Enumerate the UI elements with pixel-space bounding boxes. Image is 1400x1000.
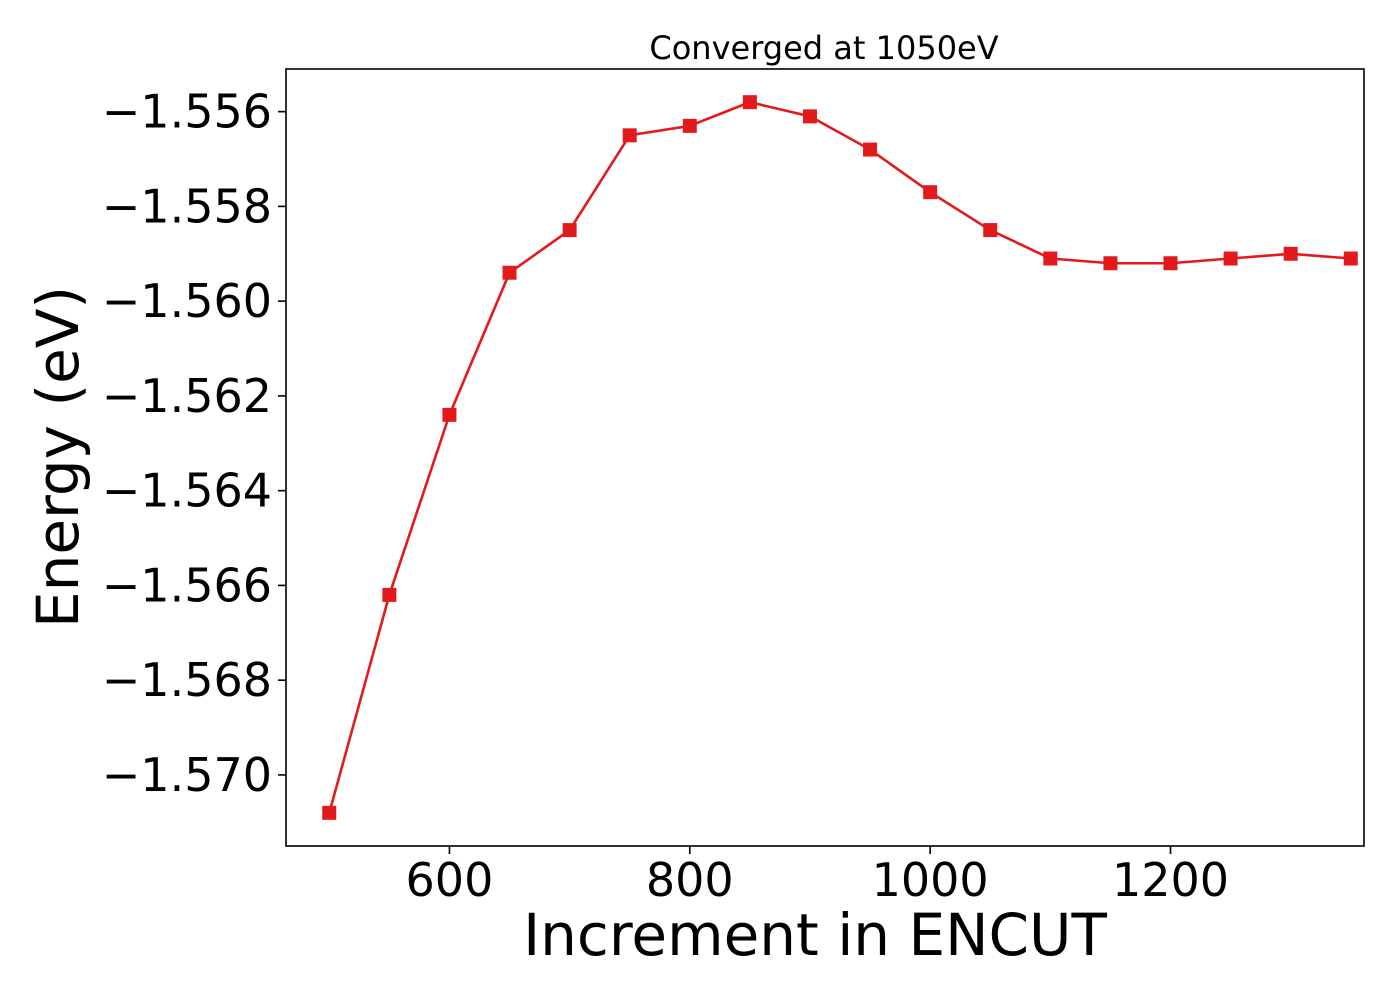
data-point-marker (742, 95, 757, 110)
x-tick-label: 1000 (872, 853, 989, 907)
x-tick-label: 600 (406, 853, 494, 907)
x-tick-label: 800 (646, 853, 734, 907)
data-point-marker (562, 223, 577, 238)
data-point-marker (442, 407, 457, 422)
data-point-marker (1343, 251, 1358, 266)
data-point-marker (802, 109, 817, 124)
y-axis-ticks: −1.570 −1.568 −1.566 −1.564 −1.562 −1.560 −1.5… (102, 85, 286, 802)
series-line (328, 100, 1351, 814)
data-point-marker (1043, 251, 1058, 266)
data-point-marker (502, 265, 517, 280)
y-tick-label: −1.560 (102, 274, 272, 328)
data-point-marker (322, 805, 337, 820)
y-tick-label: −1.566 (102, 558, 272, 612)
data-point-marker (1163, 256, 1178, 271)
chart-title: Converged at 1050eV (649, 29, 998, 67)
data-point-marker (382, 587, 397, 602)
y-tick-label: −1.558 (102, 179, 272, 233)
plot-area-frame (285, 68, 1365, 847)
energy-series (322, 95, 1358, 820)
data-point-marker (1283, 246, 1298, 261)
data-point-marker (1103, 256, 1118, 271)
x-tick-label: 1200 (1112, 853, 1229, 907)
x-axis-label: Increment in ENCUT (523, 901, 1107, 969)
data-point-marker (983, 223, 998, 238)
y-axis-label: Energy (eV) (24, 286, 92, 628)
data-point-marker (682, 118, 697, 133)
y-tick-label: −1.562 (102, 369, 272, 423)
y-tick-label: −1.564 (102, 464, 272, 518)
y-tick-label: −1.556 (102, 85, 272, 139)
data-point-marker (863, 142, 878, 157)
y-tick-label: −1.568 (102, 653, 272, 707)
data-point-marker (622, 128, 637, 143)
x-axis-ticks: 600 800 1000 1200 (406, 846, 1229, 907)
data-point-marker (1223, 251, 1238, 266)
data-point-marker (923, 185, 938, 200)
y-tick-label: −1.570 (102, 748, 272, 802)
